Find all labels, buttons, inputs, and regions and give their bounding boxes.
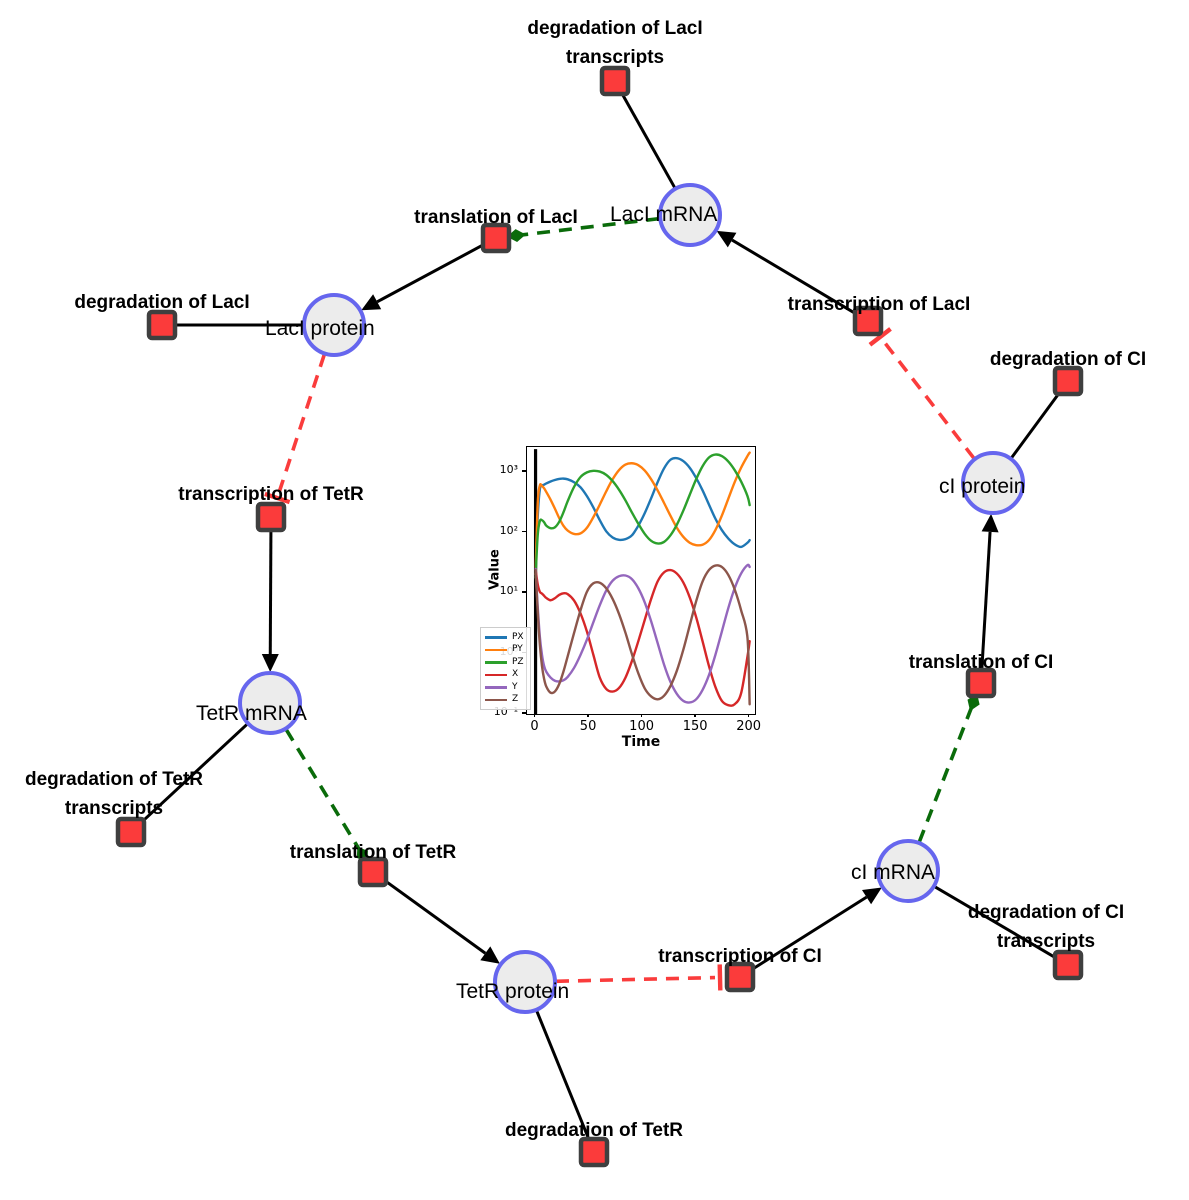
edge-substrate bbox=[933, 885, 1056, 959]
arrowhead-icon bbox=[261, 654, 279, 672]
x-tick-mark bbox=[533, 713, 536, 717]
chart-x-axis-label: Time bbox=[621, 734, 661, 750]
arrowhead-icon bbox=[981, 513, 999, 533]
reaction-node-deg_ci[interactable] bbox=[1052, 365, 1084, 397]
x-tick-mark bbox=[747, 713, 750, 717]
edge-inhibition bbox=[277, 353, 327, 494]
edge-modifier bbox=[917, 707, 973, 843]
y-tick-label: 10² bbox=[499, 523, 518, 537]
legend-swatch-icon bbox=[485, 686, 507, 689]
x-tick-mark bbox=[640, 713, 643, 717]
x-tick-mark bbox=[694, 713, 696, 717]
arrowhead-icon bbox=[716, 230, 737, 248]
species-node-laci_mrna[interactable] bbox=[658, 183, 722, 247]
x-tick-label: 0 bbox=[530, 719, 539, 734]
y-tick-mark bbox=[522, 712, 526, 714]
y-tick-label: 10³ bbox=[499, 463, 518, 477]
inhibition-tee-icon bbox=[717, 964, 723, 991]
legend-swatch-icon bbox=[485, 661, 507, 664]
reaction-node-deg_tetr[interactable] bbox=[578, 1136, 610, 1168]
y-tick-label: 10¹ bbox=[499, 584, 518, 598]
reaction-node-deg_tetr_transcripts[interactable] bbox=[115, 816, 147, 848]
chart-series-Z bbox=[534, 564, 751, 706]
chart-series-PX bbox=[534, 456, 751, 577]
species-node-tetr_mrna[interactable] bbox=[238, 671, 302, 735]
edge-substrate bbox=[731, 238, 856, 315]
species-node-ci_protein[interactable] bbox=[961, 451, 1025, 515]
reaction-node-deg_laci[interactable] bbox=[146, 309, 178, 341]
chart-series-PZ bbox=[534, 453, 751, 579]
edge-substrate bbox=[376, 243, 484, 304]
x-tick-label: 50 bbox=[579, 719, 597, 734]
reaction-node-deg_laci_transcripts[interactable] bbox=[599, 65, 631, 97]
chart-y-axis-label: Value bbox=[487, 549, 503, 590]
legend-row: PZ bbox=[485, 656, 524, 669]
legend-label: PY bbox=[512, 644, 523, 655]
legend-swatch-icon bbox=[485, 673, 507, 676]
species-node-ci_mrna[interactable] bbox=[876, 839, 940, 903]
edge-substrate bbox=[621, 93, 677, 189]
legend-label: PX bbox=[512, 631, 524, 642]
x-tick-label: 200 bbox=[736, 719, 762, 734]
reaction-node-translation_ci[interactable] bbox=[965, 667, 997, 699]
legend-swatch-icon bbox=[485, 698, 507, 701]
x-tick-label: 100 bbox=[629, 719, 654, 734]
diamond-head-icon bbox=[506, 229, 526, 242]
y-tick-mark bbox=[522, 591, 526, 593]
edge-substrate bbox=[1010, 392, 1061, 459]
edge-substrate bbox=[535, 1010, 590, 1139]
edge-inhibition bbox=[881, 339, 976, 460]
x-tick-label: 150 bbox=[682, 719, 708, 734]
legend-row: Z bbox=[485, 694, 524, 707]
arrowhead-icon bbox=[862, 887, 882, 905]
legend-row: PY bbox=[485, 644, 524, 657]
edge-inhibition bbox=[555, 975, 716, 984]
legend-label: Z bbox=[512, 694, 519, 705]
edge-substrate bbox=[268, 531, 273, 655]
chart-legend: PX PY PZ X Y Z bbox=[480, 627, 531, 710]
legend-swatch-icon bbox=[485, 648, 507, 651]
chart-series-Y bbox=[534, 563, 751, 704]
legend-label: X bbox=[512, 669, 519, 680]
edge-modifier bbox=[522, 216, 660, 237]
edge-substrate bbox=[980, 531, 992, 669]
arrowhead-icon bbox=[361, 294, 382, 311]
legend-row: PX bbox=[485, 631, 524, 644]
species-node-laci_protein[interactable] bbox=[302, 293, 366, 357]
edge-substrate bbox=[140, 722, 249, 823]
reaction-node-translation_tetr[interactable] bbox=[357, 856, 389, 888]
reaction-node-deg_ci_transcripts[interactable] bbox=[1052, 949, 1084, 981]
inhibition-tee-icon bbox=[264, 491, 291, 505]
reaction-node-translation_laci[interactable] bbox=[480, 222, 512, 254]
chart-lines bbox=[533, 449, 751, 714]
inset-timeseries-chart: Value Time 10⁻¹10⁰10¹10²10³050100150200 … bbox=[472, 437, 767, 750]
x-tick-mark bbox=[587, 713, 589, 717]
edge-substrate bbox=[751, 895, 868, 971]
chart-plot-area bbox=[526, 446, 756, 715]
reaction-node-transcription_ci[interactable] bbox=[724, 961, 756, 993]
y-tick-mark bbox=[522, 470, 526, 472]
edge-substrate bbox=[384, 879, 487, 955]
legend-row: X bbox=[485, 669, 524, 682]
y-tick-mark bbox=[522, 530, 526, 533]
chart-series-X bbox=[534, 567, 751, 707]
reaction-node-transcription_tetr[interactable] bbox=[255, 501, 287, 533]
arrowhead-icon bbox=[480, 946, 500, 964]
inhibition-tee-icon bbox=[868, 327, 892, 347]
reaction-node-transcription_laci[interactable] bbox=[852, 305, 884, 337]
legend-label: PZ bbox=[512, 656, 524, 667]
edge-modifier bbox=[284, 728, 361, 850]
legend-row: Y bbox=[485, 681, 524, 694]
legend-swatch-icon bbox=[485, 636, 507, 639]
chart-series-PY bbox=[534, 451, 751, 577]
nodes-layer bbox=[115, 65, 1084, 1168]
legend-label: Y bbox=[512, 681, 518, 692]
species-node-tetr_protein[interactable] bbox=[493, 950, 557, 1014]
